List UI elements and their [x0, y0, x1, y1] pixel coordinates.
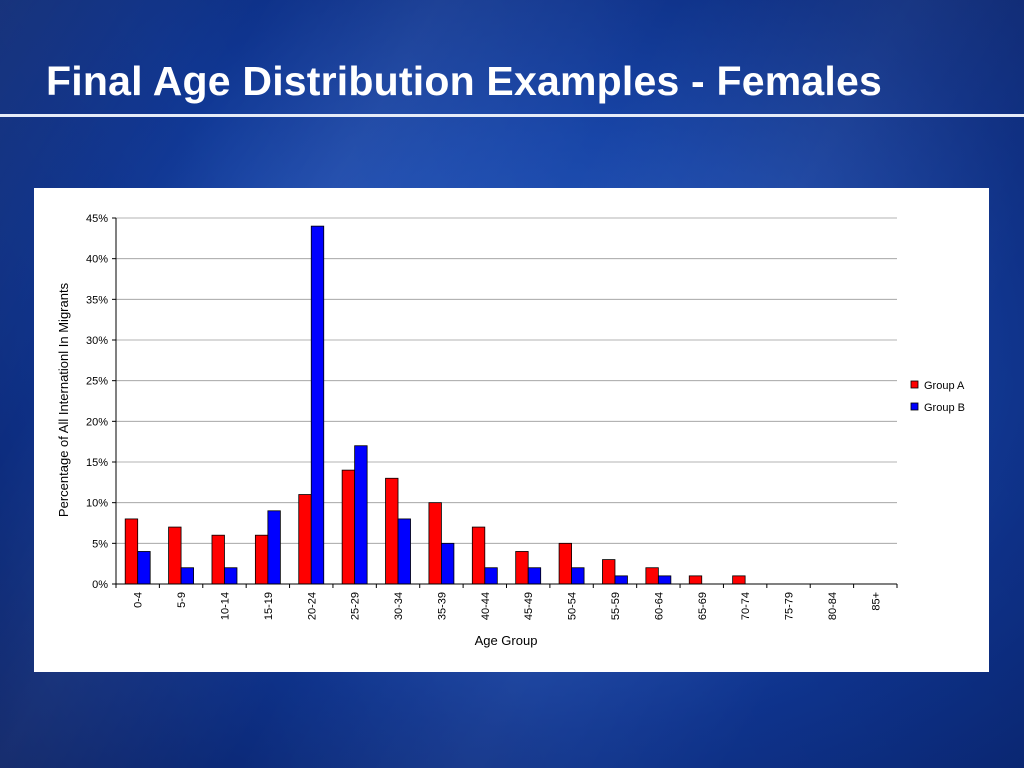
x-tick-label: 60-64 — [653, 592, 665, 620]
x-tick-label: 45-49 — [523, 592, 535, 620]
x-tick-label: 20-24 — [306, 592, 318, 620]
bar-group-b-30-34 — [397, 518, 411, 585]
x-tick-label: 75-79 — [784, 592, 796, 620]
y-tick-label: 45% — [86, 213, 108, 225]
bar-group-b-40-44 — [484, 567, 498, 585]
bar-group-b-45-49 — [527, 567, 542, 585]
x-axis: 0-4 5-9 10-14 15-19 20-24 25-29 30-34 35-39 40-4… — [115, 583, 898, 620]
bar-chart: 0% 5% 10% 15% 20% 25% 30% 35% 40% 45% 0-4 5-9 10-14… — [56, 213, 976, 648]
title-underline — [0, 114, 1024, 117]
bars — [124, 225, 746, 585]
bar-group-a-5-9 — [168, 526, 182, 585]
bar-group-a-25-29 — [341, 469, 356, 585]
y-tick-label: 15% — [86, 457, 108, 469]
bar-group-b-15-19 — [267, 510, 281, 585]
bar-group-a-35-39 — [428, 502, 442, 585]
x-tick-label: 85+ — [870, 592, 882, 611]
y-tick-label: 30% — [86, 335, 108, 347]
bar-group-b-0-4 — [137, 551, 151, 585]
bar-group-a-10-14 — [211, 534, 225, 585]
bar-group-a-30-34 — [385, 477, 399, 585]
bar-group-b-5-9 — [180, 567, 194, 585]
bar-group-a-70-74 — [732, 575, 746, 585]
y-tick-label: 35% — [86, 294, 108, 306]
bar-group-a-50-54 — [558, 542, 572, 585]
gridlines — [116, 217, 897, 544]
y-tick-label: 40% — [86, 254, 108, 266]
legend-label: Group B — [924, 402, 965, 414]
legend: Group A Group B — [908, 376, 976, 420]
bar-group-a-0-4 — [124, 518, 139, 585]
x-tick-label: 55-59 — [610, 592, 622, 620]
legend-swatch — [910, 402, 919, 411]
bar-group-a-20-24 — [298, 494, 312, 585]
bar-group-a-40-44 — [471, 526, 486, 585]
x-tick-label: 65-69 — [697, 592, 709, 620]
bar-group-b-50-54 — [571, 567, 585, 585]
bar-group-a-15-19 — [254, 534, 269, 585]
y-tick-label: 10% — [86, 498, 108, 510]
legend-swatch — [910, 380, 919, 389]
bar-group-b-60-64 — [657, 575, 672, 585]
legend-box — [908, 376, 976, 420]
x-tick-label: 10-14 — [219, 592, 231, 620]
bar-group-b-20-24 — [310, 225, 325, 585]
y-tick-label: 25% — [86, 376, 108, 388]
x-axis-label: Age Group — [475, 633, 538, 648]
bar-group-b-25-29 — [354, 445, 368, 585]
y-tick-label: 5% — [92, 538, 108, 550]
bar-group-b-55-59 — [614, 575, 628, 585]
x-tick-label: 25-29 — [350, 592, 362, 620]
legend-label: Group A — [924, 380, 965, 392]
bar-group-a-60-64 — [645, 567, 659, 585]
chart-panel: 0% 5% 10% 15% 20% 25% 30% 35% 40% 45% 0-4 5-9 10-14… — [34, 188, 989, 672]
y-tick-label: 20% — [86, 416, 108, 428]
x-tick-label: 50-54 — [567, 592, 579, 620]
x-tick-label: 80-84 — [827, 592, 839, 620]
x-tick-label: 5-9 — [176, 592, 188, 608]
x-tick-label: 30-34 — [393, 592, 405, 620]
bar-group-a-65-69 — [688, 575, 703, 585]
bar-group-a-45-49 — [515, 551, 529, 585]
bar-group-b-35-39 — [441, 542, 455, 585]
x-tick-label: 40-44 — [480, 592, 492, 620]
x-tick-label: 0-4 — [133, 592, 145, 608]
y-axis-label: Percentage of All Internationl In Migran… — [56, 282, 71, 517]
x-tick-label: 15-19 — [263, 592, 275, 620]
y-tick-label: 0% — [92, 579, 108, 591]
x-tick-label: 35-39 — [436, 592, 448, 620]
x-tick-label: 70-74 — [740, 592, 752, 620]
y-axis: 0% 5% 10% 15% 20% 25% 30% 35% 40% 45% — [86, 213, 117, 591]
bar-group-b-10-14 — [224, 567, 238, 585]
bar-group-a-55-59 — [602, 559, 616, 585]
slide-title: Final Age Distribution Examples - Female… — [46, 58, 882, 104]
